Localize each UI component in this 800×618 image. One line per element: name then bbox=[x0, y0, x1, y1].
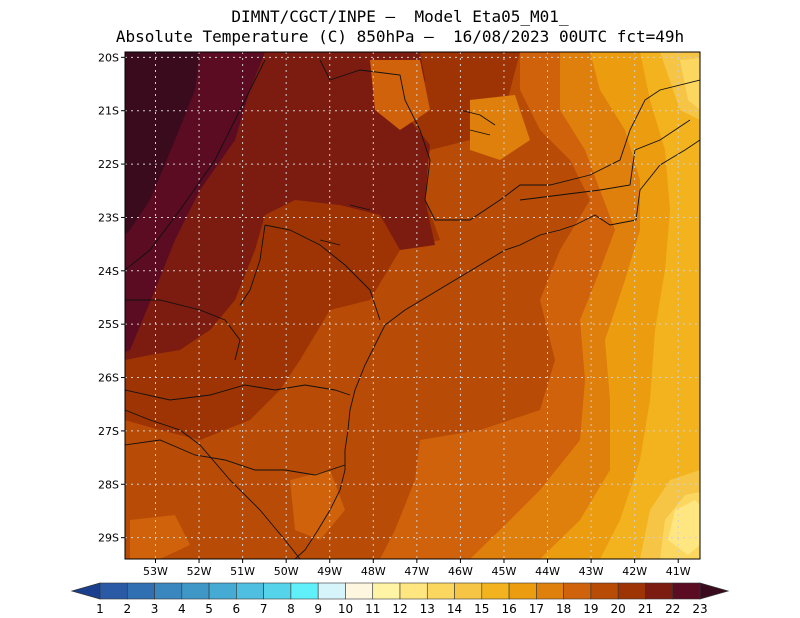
country-border-argentina bbox=[125, 409, 301, 559]
colorbar-segment bbox=[617, 582, 646, 600]
lat-tick-label: 21S bbox=[98, 105, 119, 118]
colorbar-arrow-left bbox=[70, 582, 101, 600]
colorbar-segment bbox=[536, 582, 564, 600]
colorbar-label: 19 bbox=[583, 602, 598, 616]
colorbar-label: 5 bbox=[205, 602, 213, 616]
lon-tick-label: 44W bbox=[535, 565, 560, 578]
colorbar: 1 2 3 4 5 6 7 8 9 10 11 12 13 14 15 16 17 18 19 20 21 22 23 bbox=[70, 582, 730, 616]
country-border-paraguay bbox=[125, 299, 241, 361]
colorbar-label: 17 bbox=[529, 602, 544, 616]
state-border-sp-pr bbox=[264, 224, 381, 321]
colorbar-label: 8 bbox=[287, 602, 295, 616]
lon-tick-label: 43W bbox=[579, 565, 604, 578]
lon-tick-label: 49W bbox=[317, 565, 342, 578]
colorbar-segment bbox=[181, 582, 210, 600]
field-pocket-2 bbox=[470, 95, 530, 160]
reservoir-lines bbox=[319, 109, 496, 246]
grid bbox=[125, 52, 700, 559]
state-border-mg-rj bbox=[519, 119, 691, 201]
colorbar-label: 12 bbox=[392, 602, 407, 616]
temperature-field bbox=[125, 52, 700, 559]
colorbar-segment bbox=[590, 582, 619, 600]
state-border-sc-rs bbox=[125, 439, 346, 476]
lon-tick-label: 46W bbox=[448, 565, 473, 578]
map-frame bbox=[124, 51, 701, 560]
boundaries bbox=[125, 59, 700, 559]
field-pocket-4 bbox=[290, 470, 345, 540]
colorbar-label: 14 bbox=[447, 602, 462, 616]
colorbar-segment bbox=[154, 582, 183, 600]
colorbar-segment bbox=[481, 582, 510, 600]
colorbar-label: 23 bbox=[692, 602, 707, 616]
lon-tick-label: 47W bbox=[404, 565, 429, 578]
lat-tick-label: 27S bbox=[98, 425, 119, 438]
colorbar-segment bbox=[99, 582, 128, 600]
colorbar-segment bbox=[372, 582, 401, 600]
lat-tick-label: 24S bbox=[98, 265, 119, 278]
colorbar-segment bbox=[672, 582, 701, 600]
colorbar-label: 9 bbox=[314, 602, 322, 616]
colorbar-segment bbox=[236, 582, 264, 600]
colorbar-label: 13 bbox=[420, 602, 435, 616]
field-pocket-3 bbox=[130, 515, 190, 559]
colorbar-segment bbox=[645, 582, 674, 600]
lat-tick-label: 25S bbox=[98, 318, 119, 331]
title-line-2: Absolute Temperature (C) 850hPa – 16/08/… bbox=[115, 27, 685, 46]
colorbar-label: 20 bbox=[611, 602, 626, 616]
colorbar-label: 2 bbox=[123, 602, 131, 616]
lat-tick-label: 26S bbox=[98, 372, 119, 385]
lon-tick-label: 50W bbox=[274, 565, 299, 578]
longitude-ticks: 53W 52W 51W 50W 49W 48W 47W 46W 45W 44W 43W 42W 41W bbox=[143, 559, 691, 578]
colorbar-segment bbox=[263, 582, 292, 600]
lat-tick-label: 23S bbox=[98, 211, 119, 224]
lat-tick-label: 29S bbox=[98, 532, 119, 545]
colorbar-segment bbox=[208, 582, 237, 600]
lat-tick-label: 20S bbox=[98, 51, 119, 64]
colorbar-label: 18 bbox=[556, 602, 571, 616]
lon-tick-label: 41W bbox=[666, 565, 691, 578]
lon-tick-label: 51W bbox=[230, 565, 255, 578]
colorbar-label: 4 bbox=[178, 602, 186, 616]
lon-tick-label: 45W bbox=[492, 565, 517, 578]
state-border-ms-sp bbox=[125, 59, 266, 271]
colorbar-segment bbox=[290, 582, 319, 600]
colorbar-label: 16 bbox=[501, 602, 516, 616]
lon-tick-label: 53W bbox=[143, 565, 168, 578]
latitude-ticks: 20S 21S 22S 23S 24S 25S 26S 27S 28S 29S bbox=[98, 51, 125, 545]
colorbar-segment bbox=[454, 582, 483, 600]
title-line-1: DIMNT/CGCT/INPE – Model Eta05_M01_ bbox=[231, 7, 569, 26]
field-band-13 bbox=[668, 500, 700, 555]
colorbar-label: 11 bbox=[365, 602, 380, 616]
colorbar-segment bbox=[345, 582, 374, 600]
field-band-16 bbox=[600, 52, 700, 559]
colorbar-segment bbox=[563, 582, 592, 600]
state-border-sp-mg bbox=[319, 59, 700, 221]
lon-tick-label: 42W bbox=[622, 565, 647, 578]
colorbar-segment bbox=[126, 582, 155, 600]
colorbar-arrow-right bbox=[699, 582, 730, 600]
lon-tick-label: 52W bbox=[187, 565, 212, 578]
lat-tick-label: 22S bbox=[98, 158, 119, 171]
lon-tick-label: 48W bbox=[361, 565, 386, 578]
lat-tick-label: 28S bbox=[98, 478, 119, 491]
colorbar-segment bbox=[399, 582, 428, 600]
colorbar-label: 7 bbox=[260, 602, 268, 616]
colorbar-label: 1 bbox=[96, 602, 104, 616]
colorbar-label: 22 bbox=[665, 602, 680, 616]
colorbar-label: 21 bbox=[638, 602, 653, 616]
coastline bbox=[294, 139, 700, 559]
colorbar-label: 3 bbox=[151, 602, 159, 616]
state-border-ms-pr bbox=[239, 224, 266, 306]
colorbar-label: 15 bbox=[474, 602, 489, 616]
field-pocket-1 bbox=[370, 60, 430, 130]
colorbar-label: 6 bbox=[233, 602, 241, 616]
field-band-24 bbox=[125, 52, 200, 235]
colorbar-segment bbox=[508, 582, 537, 600]
colorbar-label: 10 bbox=[338, 602, 353, 616]
colorbar-segment bbox=[426, 582, 455, 600]
colorbar-segment bbox=[317, 582, 346, 600]
